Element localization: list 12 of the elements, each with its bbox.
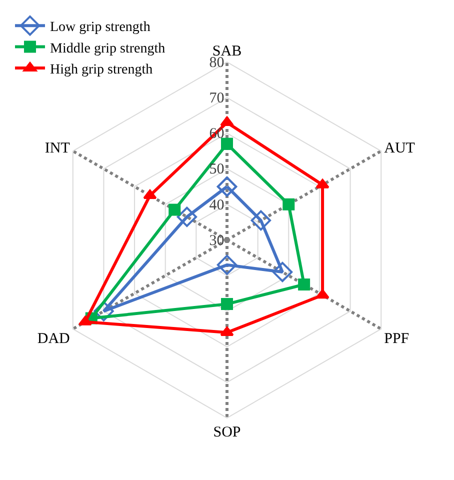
spoke-label: INT	[44, 140, 70, 156]
spoke-label: SOP	[213, 424, 241, 440]
y-tick-label: 30	[209, 232, 224, 249]
y-tick-label: 40	[209, 197, 224, 214]
y-tick-label: 70	[209, 90, 224, 107]
legend-label: Middle grip strength	[50, 41, 166, 56]
spoke-label: AUT	[384, 140, 415, 156]
spoke-label: DAD	[37, 330, 70, 347]
y-tick-label: 50	[209, 162, 224, 178]
legend-label: High grip strength	[50, 62, 153, 78]
legend-label: Low grip strength	[50, 20, 150, 36]
spoke-label: PPF	[384, 330, 410, 347]
